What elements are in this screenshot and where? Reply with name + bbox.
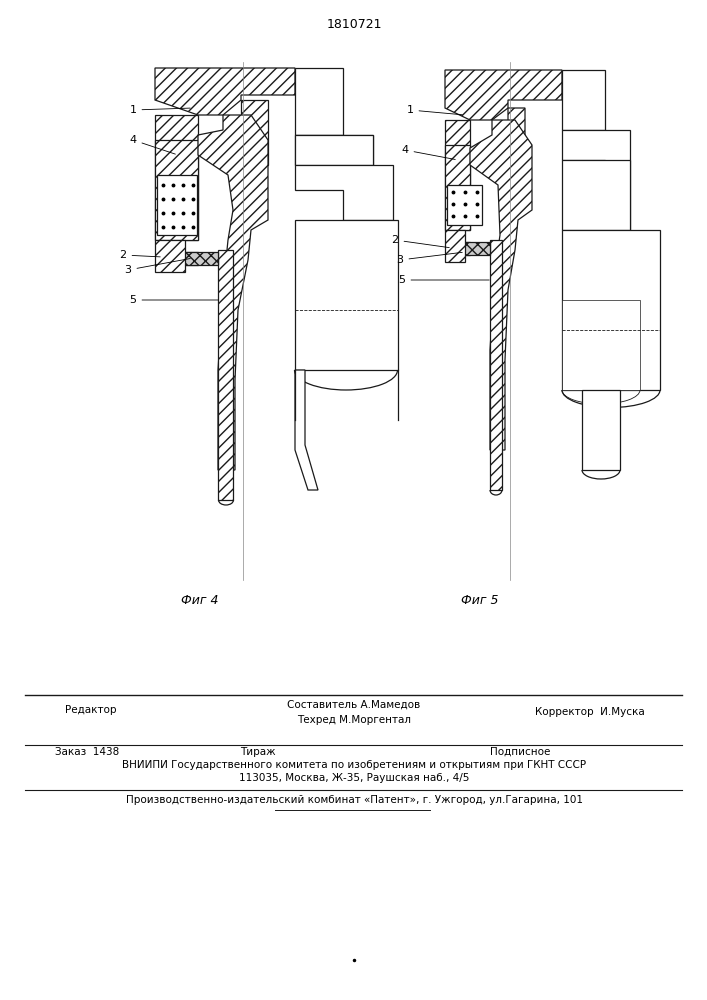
Text: 1: 1 bbox=[407, 105, 462, 115]
Polygon shape bbox=[155, 240, 198, 272]
Polygon shape bbox=[562, 130, 630, 230]
Bar bbox=[447, 185, 482, 225]
Polygon shape bbox=[470, 120, 532, 450]
Text: 1810721: 1810721 bbox=[326, 18, 382, 31]
Text: 113035, Москва, Ж-35, Раушская наб., 4/5: 113035, Москва, Ж-35, Раушская наб., 4/5 bbox=[239, 773, 469, 783]
Polygon shape bbox=[295, 220, 398, 370]
Text: Техред М.Моргентал: Техред М.Моргентал bbox=[297, 715, 411, 725]
Polygon shape bbox=[241, 165, 258, 220]
Polygon shape bbox=[198, 115, 268, 470]
Text: 2: 2 bbox=[392, 235, 449, 248]
Text: Редактор: Редактор bbox=[65, 705, 117, 715]
Text: Заказ  1438: Заказ 1438 bbox=[55, 747, 119, 757]
Text: 5: 5 bbox=[129, 295, 218, 305]
Polygon shape bbox=[508, 108, 525, 200]
Text: Подписное: Подписное bbox=[490, 747, 550, 757]
Polygon shape bbox=[155, 140, 198, 240]
Polygon shape bbox=[562, 300, 640, 390]
Polygon shape bbox=[445, 230, 470, 262]
Polygon shape bbox=[295, 165, 393, 220]
Polygon shape bbox=[582, 390, 620, 470]
Polygon shape bbox=[295, 68, 343, 135]
Polygon shape bbox=[445, 70, 562, 120]
Polygon shape bbox=[295, 135, 373, 165]
Text: 3: 3 bbox=[124, 259, 190, 275]
Text: 5: 5 bbox=[399, 275, 489, 285]
Polygon shape bbox=[218, 250, 233, 500]
Polygon shape bbox=[155, 115, 198, 240]
Text: Фиг 4: Фиг 4 bbox=[181, 593, 218, 606]
Text: 1: 1 bbox=[129, 105, 190, 115]
Text: Составитель А.Мамедов: Составитель А.Мамедов bbox=[287, 700, 421, 710]
Polygon shape bbox=[241, 100, 268, 220]
Polygon shape bbox=[295, 135, 373, 165]
Text: 2: 2 bbox=[119, 250, 160, 260]
Polygon shape bbox=[185, 252, 218, 265]
Polygon shape bbox=[562, 160, 630, 230]
Bar bbox=[157, 175, 197, 235]
Text: Производственно-издательский комбинат «Патент», г. Ужгород, ул.Гагарина, 101: Производственно-издательский комбинат «П… bbox=[126, 795, 583, 805]
Text: 4: 4 bbox=[402, 145, 455, 159]
Polygon shape bbox=[562, 70, 605, 130]
Text: Фиг 5: Фиг 5 bbox=[461, 593, 498, 606]
Text: 4: 4 bbox=[129, 135, 175, 154]
Polygon shape bbox=[445, 145, 470, 230]
Polygon shape bbox=[490, 240, 502, 490]
Polygon shape bbox=[295, 370, 318, 490]
Text: 3: 3 bbox=[397, 252, 462, 265]
Text: Корректор  И.Муска: Корректор И.Муска bbox=[535, 707, 645, 717]
Polygon shape bbox=[465, 242, 490, 255]
Polygon shape bbox=[445, 120, 470, 230]
Polygon shape bbox=[562, 230, 660, 390]
Text: ВНИИПИ Государственного комитета по изобретениям и открытиям при ГКНТ СССР: ВНИИПИ Государственного комитета по изоб… bbox=[122, 760, 586, 770]
Polygon shape bbox=[155, 68, 295, 115]
Text: Тираж: Тираж bbox=[240, 747, 276, 757]
